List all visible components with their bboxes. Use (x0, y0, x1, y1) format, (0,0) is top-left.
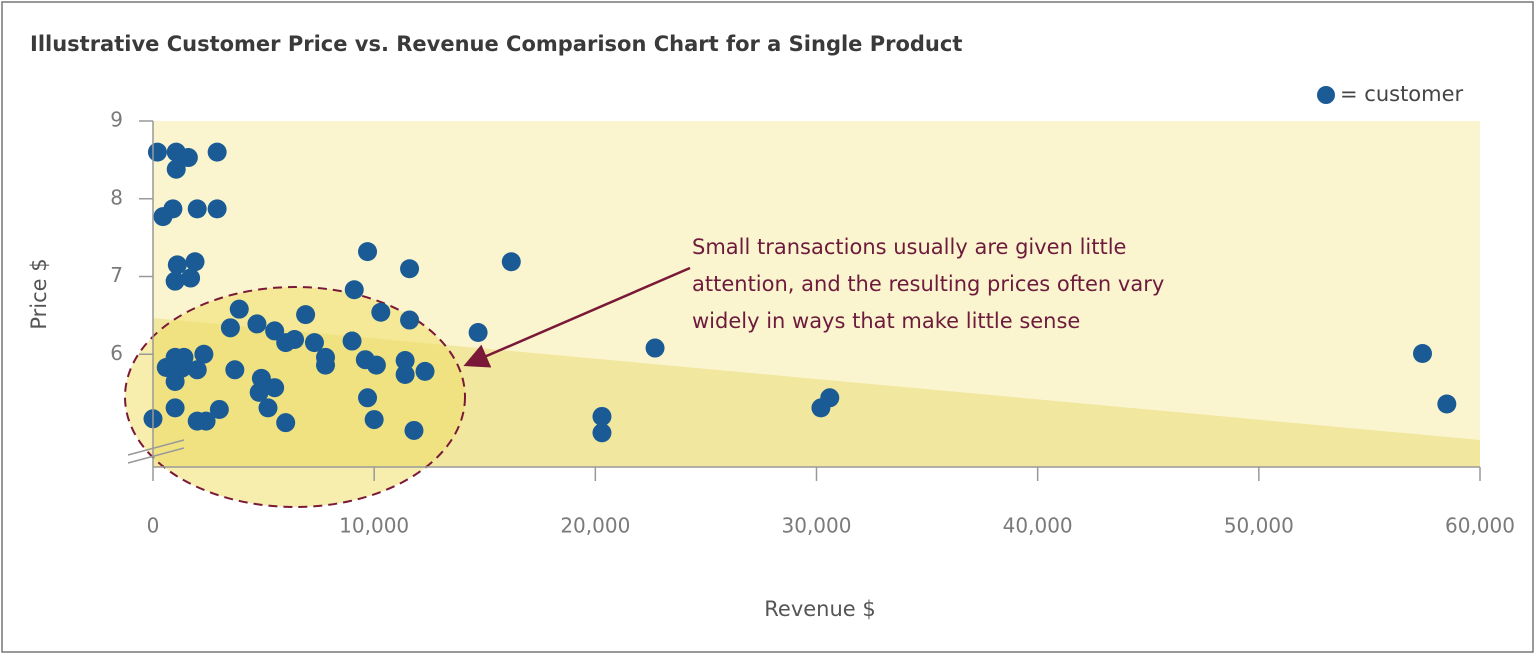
data-point (820, 388, 840, 408)
data-point (229, 299, 249, 319)
legend-marker (1317, 86, 1335, 104)
x-tick-label: 30,000 (782, 514, 852, 538)
data-point (220, 318, 240, 338)
data-point (592, 406, 612, 426)
x-tick-label: 10,000 (339, 514, 409, 538)
data-point (415, 361, 435, 381)
data-point (592, 423, 612, 443)
data-point (344, 280, 364, 300)
data-point (296, 305, 316, 325)
data-point (358, 388, 378, 408)
data-point (342, 331, 362, 351)
data-point (209, 399, 229, 419)
data-point (395, 364, 415, 384)
data-point (249, 382, 269, 402)
data-point (276, 413, 296, 433)
data-point (247, 314, 267, 334)
data-point (207, 142, 227, 162)
data-point (194, 344, 214, 364)
data-point (225, 360, 245, 380)
data-point (166, 159, 186, 179)
data-point (251, 368, 271, 388)
y-tick-label: 8 (110, 185, 123, 209)
legend-label: = customer (1340, 82, 1464, 106)
annotation-text: widely in ways that make little sense (692, 309, 1080, 333)
data-point (165, 271, 185, 291)
data-point (371, 302, 391, 322)
data-point (178, 148, 198, 168)
y-tick-label: 7 (110, 263, 123, 287)
axis-break (127, 447, 185, 464)
data-point (304, 333, 324, 353)
data-point (181, 268, 201, 288)
data-point (258, 398, 278, 418)
data-point (400, 259, 420, 279)
data-point (501, 252, 521, 272)
x-tick-label: 40,000 (1003, 514, 1073, 538)
data-point (187, 199, 207, 219)
data-point (395, 350, 415, 370)
chart-title: Illustrative Customer Price vs. Revenue … (30, 32, 962, 56)
x-tick-label: 60,000 (1445, 514, 1515, 538)
data-point (207, 199, 227, 219)
data-point (167, 255, 187, 275)
y-tick-label: 9 (110, 108, 123, 132)
data-point (174, 347, 194, 367)
data-point (358, 242, 378, 262)
data-point (185, 252, 205, 272)
data-point (400, 310, 420, 330)
highlight-ellipse (124, 286, 466, 508)
data-point (468, 322, 488, 342)
annotation-text: Small transactions usually are given lit… (692, 235, 1126, 259)
x-tick-label: 0 (147, 514, 160, 538)
x-tick-label: 20,000 (560, 514, 630, 538)
data-point (404, 420, 424, 440)
data-point (147, 142, 167, 162)
annotation-text: attention, and the resulting prices ofte… (692, 272, 1164, 296)
data-point (165, 398, 185, 418)
data-point (285, 329, 305, 349)
data-point (1412, 343, 1432, 363)
data-point (1437, 394, 1457, 414)
y-axis-label: Price $ (27, 258, 51, 329)
x-tick-label: 50,000 (1224, 514, 1294, 538)
annotation-arrow (463, 266, 691, 368)
data-point (316, 355, 336, 375)
data-point (645, 338, 665, 358)
axis-break (127, 439, 185, 456)
data-point (187, 360, 207, 380)
data-point (163, 199, 183, 219)
data-point (196, 411, 216, 431)
x-axis-label: Revenue $ (764, 597, 876, 621)
data-point (364, 410, 384, 430)
data-point (366, 355, 386, 375)
data-point (265, 378, 285, 398)
y-tick-label: 6 (110, 341, 123, 365)
